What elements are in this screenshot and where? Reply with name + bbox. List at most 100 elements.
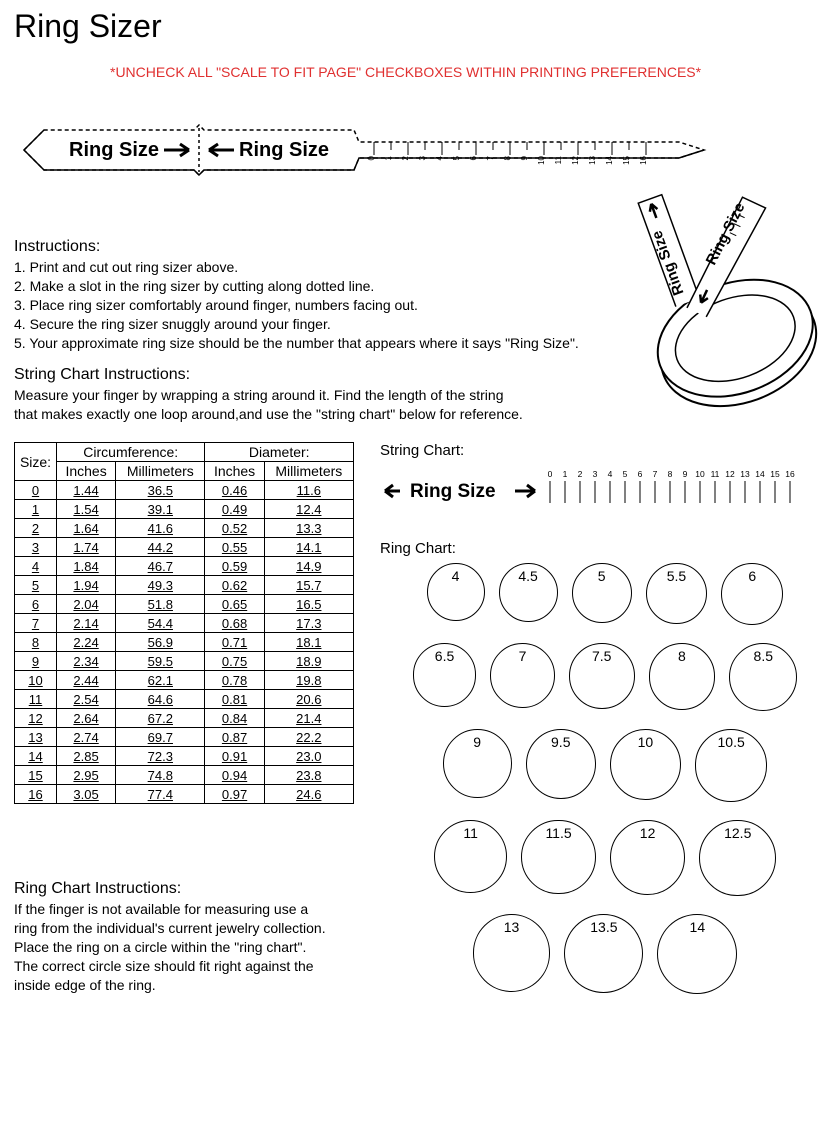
- ring-circle-label: 4: [452, 568, 460, 584]
- table-cell: 18.9: [264, 652, 353, 671]
- svg-text:0: 0: [367, 155, 376, 160]
- table-cell: 0.94: [205, 766, 264, 785]
- instruction-line: ring from the individual's current jewel…: [14, 919, 354, 938]
- instruction-line: Measure your finger by wrapping a string…: [14, 386, 594, 405]
- table-cell: 51.8: [116, 595, 205, 614]
- table-row: 21.6441.60.5213.3: [15, 519, 354, 538]
- svg-text:3: 3: [418, 155, 427, 160]
- ring-circle: 13: [473, 914, 551, 992]
- instruction-line: 3. Place ring sizer comfortably around f…: [14, 296, 594, 315]
- table-cell: 49.3: [116, 576, 205, 595]
- ring-circle-label: 9: [473, 734, 481, 750]
- table-cell: 20.6: [264, 690, 353, 709]
- table-cell: 1.94: [57, 576, 116, 595]
- table-cell: 0.49: [205, 500, 264, 519]
- table-cell: 2.64: [57, 709, 116, 728]
- table-row: 62.0451.80.6516.5: [15, 595, 354, 614]
- table-cell: 21.4: [264, 709, 353, 728]
- table-cell: 18.1: [264, 633, 353, 652]
- table-cell: 0.75: [205, 652, 264, 671]
- table-cell: 0.91: [205, 747, 264, 766]
- table-cell: 19.8: [264, 671, 353, 690]
- table-cell: 1.74: [57, 538, 116, 557]
- ring-circle: 7: [490, 643, 555, 708]
- svg-text:3: 3: [593, 469, 598, 479]
- ring-circle: 12: [610, 820, 686, 896]
- table-cell: 1.84: [57, 557, 116, 576]
- ring-circle-label: 8: [678, 648, 686, 664]
- table-cell: 10: [15, 671, 57, 690]
- table-cell: 2.34: [57, 652, 116, 671]
- table-cell: 23.0: [264, 747, 353, 766]
- table-row: 142.8572.30.9123.0: [15, 747, 354, 766]
- svg-text:7: 7: [486, 155, 495, 160]
- table-cell: 0.52: [205, 519, 264, 538]
- ring-chart-row: 1111.51212.5: [380, 820, 830, 897]
- svg-text:10: 10: [537, 155, 546, 164]
- table-cell: 1.54: [57, 500, 116, 519]
- table-cell: 36.5: [116, 481, 205, 500]
- string-chart-instructions-block: String Chart Instructions: Measure your …: [14, 366, 594, 424]
- instruction-line: If the finger is not available for measu…: [14, 900, 354, 919]
- table-cell: 2.24: [57, 633, 116, 652]
- ring-circle-label: 7.5: [592, 648, 611, 664]
- table-cell: 13: [15, 728, 57, 747]
- table-cell: 0: [15, 481, 57, 500]
- svg-text:0: 0: [548, 469, 553, 479]
- ring-circle: 7.5: [569, 643, 635, 709]
- svg-text:4: 4: [435, 155, 444, 160]
- ring-circle-label: 4.5: [518, 568, 537, 584]
- table-row: 152.9574.80.9423.8: [15, 766, 354, 785]
- svg-text:16: 16: [785, 469, 795, 479]
- table-cell: 16: [15, 785, 57, 804]
- ring-circle: 8: [649, 643, 716, 710]
- svg-text:1: 1: [563, 469, 568, 479]
- table-cell: 0.59: [205, 557, 264, 576]
- ring-circle: 9.5: [526, 729, 596, 799]
- instructions-heading: Instructions:: [14, 238, 594, 256]
- table-cell: 17.3: [264, 614, 353, 633]
- instruction-line: The correct circle size should fit right…: [14, 957, 354, 976]
- table-row: 11.5439.10.4912.4: [15, 500, 354, 519]
- ring-circle-label: 13.5: [590, 919, 617, 935]
- table-cell: 2.74: [57, 728, 116, 747]
- ring-circle: 11.5: [521, 820, 596, 895]
- table-cell: 12.4: [264, 500, 353, 519]
- table-cell: 15.7: [264, 576, 353, 595]
- table-cell: 1.64: [57, 519, 116, 538]
- table-row: 31.7444.20.5514.1: [15, 538, 354, 557]
- table-cell: 67.2: [116, 709, 205, 728]
- ring-circle: 14: [657, 914, 737, 994]
- svg-text:8: 8: [668, 469, 673, 479]
- th-circumference: Circumference:: [57, 443, 205, 462]
- table-cell: 54.4: [116, 614, 205, 633]
- th-circ-inches: Inches: [57, 462, 116, 481]
- table-cell: 39.1: [116, 500, 205, 519]
- table-cell: 0.65: [205, 595, 264, 614]
- ring-circle: 4.5: [499, 563, 558, 622]
- table-cell: 16.5: [264, 595, 353, 614]
- ring-circle: 6: [721, 563, 783, 625]
- instruction-line: 1. Print and cut out ring sizer above.: [14, 258, 594, 277]
- ring-chart-row: 6.577.588.5: [380, 643, 830, 711]
- table-cell: 15: [15, 766, 57, 785]
- table-cell: 8: [15, 633, 57, 652]
- svg-text:12: 12: [571, 155, 580, 164]
- table-cell: 3: [15, 538, 57, 557]
- table-cell: 2.85: [57, 747, 116, 766]
- ring-chart-row: 99.51010.5: [380, 729, 830, 801]
- svg-text:2: 2: [401, 155, 410, 160]
- instruction-line: Place the ring on a circle within the "r…: [14, 938, 354, 957]
- string-instructions-heading: String Chart Instructions:: [14, 366, 594, 384]
- table-cell: 62.1: [116, 671, 205, 690]
- svg-text:6: 6: [638, 469, 643, 479]
- ring-circle: 10.5: [695, 729, 767, 801]
- ring-circle-label: 6: [748, 568, 756, 584]
- svg-text:15: 15: [770, 469, 780, 479]
- th-diam-inches: Inches: [205, 462, 264, 481]
- table-cell: 74.8: [116, 766, 205, 785]
- table-cell: 1.44: [57, 481, 116, 500]
- table-row: 82.2456.90.7118.1: [15, 633, 354, 652]
- svg-text:13: 13: [588, 155, 597, 164]
- svg-text:15: 15: [622, 155, 631, 164]
